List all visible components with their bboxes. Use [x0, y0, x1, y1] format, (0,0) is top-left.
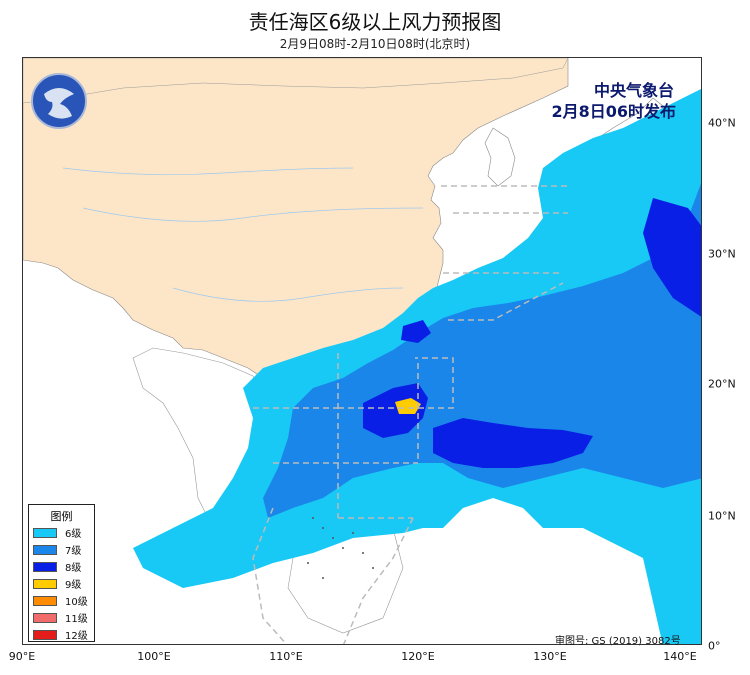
x-tick-120e: 120°E	[401, 650, 435, 663]
x-tick-90e: 90°E	[8, 650, 36, 663]
y-tick-0: 0°	[708, 639, 721, 653]
legend-swatch	[33, 629, 57, 640]
korea-outline	[484, 127, 516, 187]
legend-item-9: 9级	[33, 575, 94, 592]
agency-label: 中央气象台	[593, 81, 674, 100]
wind-zone-level8-c	[643, 198, 701, 317]
legend: 图例 6级 7级 8级 9级 10级 11级 12级	[28, 504, 95, 642]
legend-label: 12级	[65, 631, 88, 642]
x-tick-100e: 100°E	[137, 650, 171, 663]
map-subtitle: 2月9日08时-2月10日08时(北京时)	[279, 37, 471, 51]
y-tick-10n: 10°N	[708, 509, 736, 523]
dashed-boundaries	[252, 185, 568, 644]
wind-zone-level7	[263, 183, 701, 518]
wind-zone-level8-b	[363, 383, 428, 438]
y-tick-40n: 40°N	[708, 116, 736, 130]
legend-label: 7级	[65, 546, 82, 557]
wind-zone-level9	[395, 398, 421, 414]
cma-logo	[30, 72, 88, 130]
rivers	[62, 167, 424, 302]
issued-time: 2月8日06时发布	[551, 102, 676, 121]
legend-swatch	[33, 578, 57, 589]
legend-swatch	[33, 561, 57, 572]
reef-markers	[307, 517, 374, 579]
legend-item-12: 12级	[33, 626, 94, 643]
wind-map	[23, 58, 701, 644]
legend-item-10: 10级	[33, 592, 94, 609]
legend-item-11: 11级	[33, 609, 94, 626]
x-tick-140e: 140°E	[663, 650, 697, 663]
y-tick-20n: 20°N	[708, 377, 736, 391]
legend-title: 图例	[50, 510, 73, 523]
x-tick-110e: 110°E	[269, 650, 303, 663]
map-title: 责任海区6级以上风力预报图	[248, 10, 502, 34]
legend-label: 6级	[65, 529, 82, 540]
legend-swatch	[33, 544, 57, 555]
y-tick-30n: 30°N	[708, 247, 736, 261]
legend-label: 8级	[65, 563, 82, 574]
x-tick-130e: 130°E	[533, 650, 567, 663]
legend-item-7: 7级	[33, 541, 94, 558]
legend-swatch	[33, 612, 57, 623]
map-frame	[22, 57, 702, 645]
legend-label: 11级	[65, 614, 88, 625]
legend-item-6: 6级	[33, 524, 94, 541]
legend-label: 9级	[65, 580, 82, 591]
wind-zone-level8	[433, 418, 593, 468]
legend-item-8: 8级	[33, 558, 94, 575]
legend-swatch	[33, 527, 57, 538]
approval-number: 审图号: GS (2019) 3082号	[555, 636, 681, 647]
legend-label: 10级	[65, 597, 88, 608]
wind-zone-level8-d	[401, 320, 431, 343]
legend-swatch	[33, 595, 57, 606]
